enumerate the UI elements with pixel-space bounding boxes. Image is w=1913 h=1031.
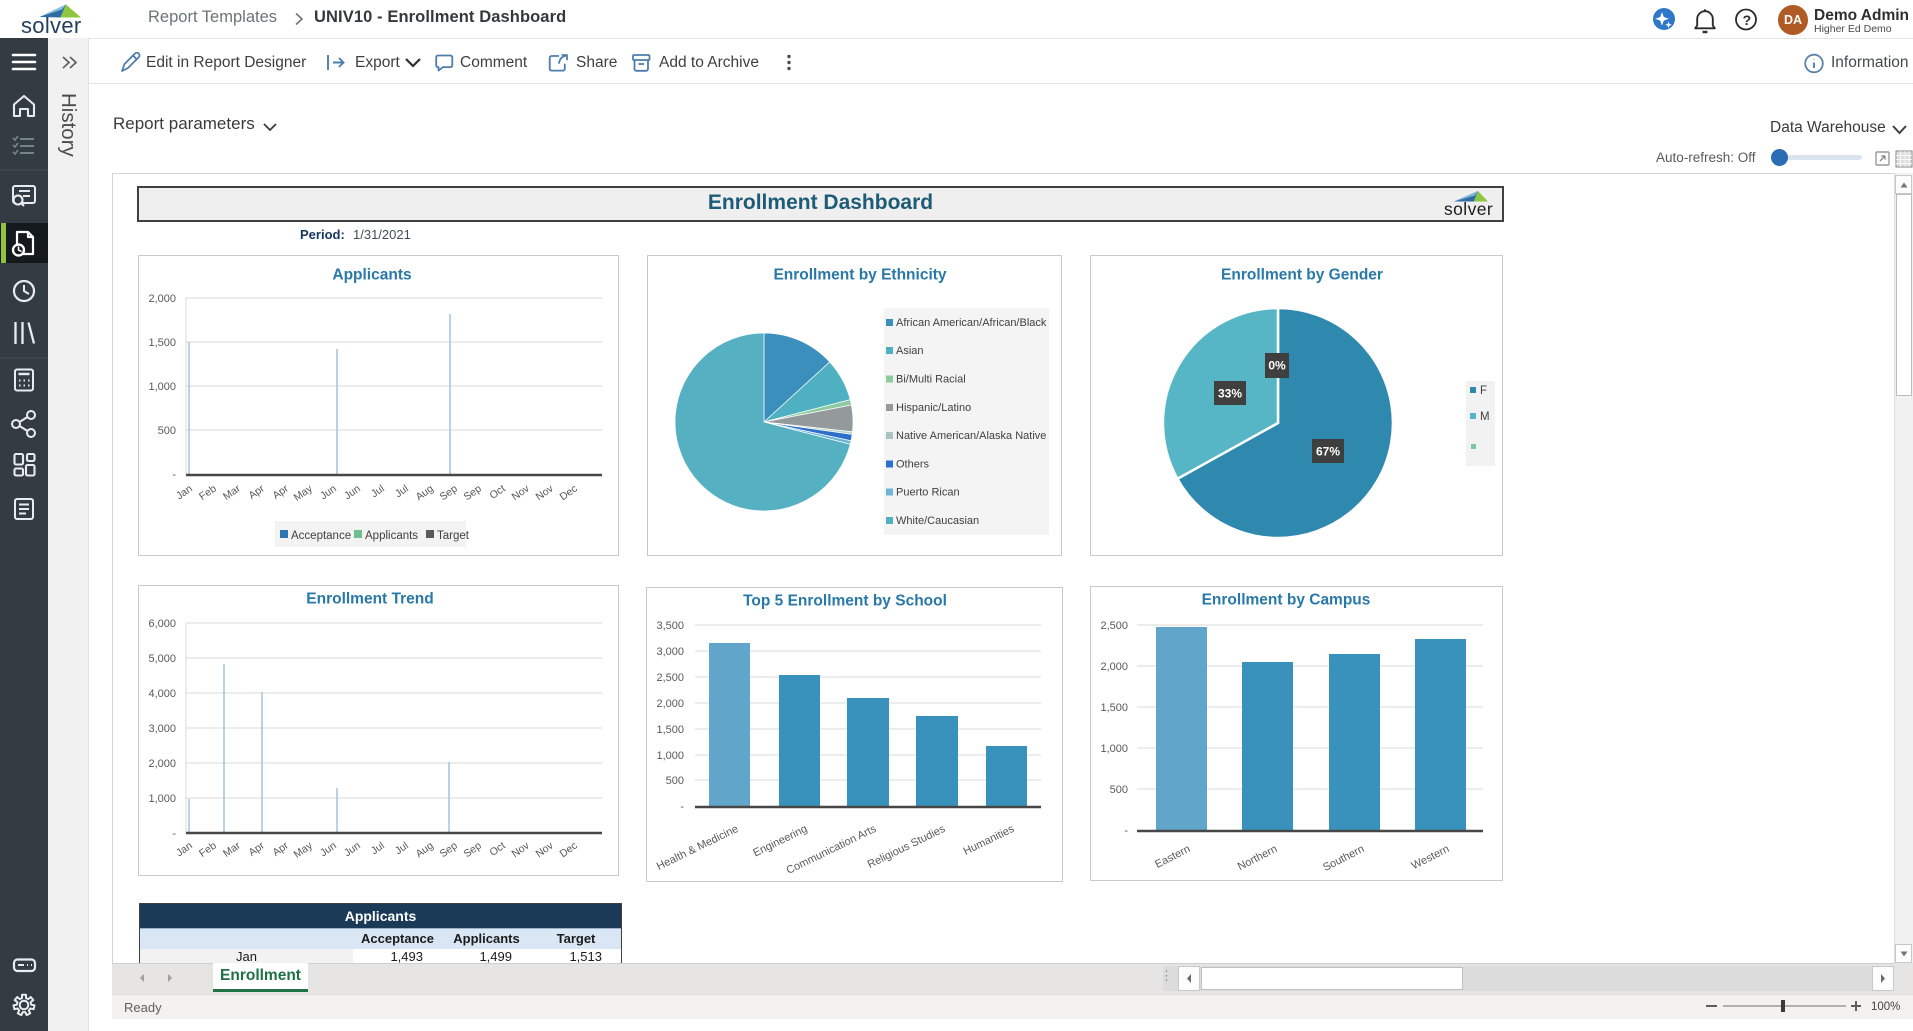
svg-text:Jun: Jun bbox=[342, 483, 363, 503]
svg-text:Enrollment Trend: Enrollment Trend bbox=[306, 591, 433, 608]
svg-text:Jan: Jan bbox=[174, 840, 195, 860]
svg-text:Apr: Apr bbox=[246, 839, 267, 858]
svg-text:2,500: 2,500 bbox=[1100, 620, 1128, 632]
svg-text:Jan: Jan bbox=[174, 483, 195, 503]
svg-text:1,000: 1,000 bbox=[148, 793, 176, 805]
svg-text:Hispanic/Latino: Hispanic/Latino bbox=[896, 402, 971, 414]
svg-text:Health & Medicine: Health & Medicine bbox=[655, 823, 741, 873]
svg-text:2,000: 2,000 bbox=[148, 758, 176, 770]
svg-text:May: May bbox=[292, 482, 316, 504]
svg-text:-: - bbox=[172, 828, 176, 840]
svg-text:Puerto Rican: Puerto Rican bbox=[896, 487, 960, 499]
svg-text:Asian: Asian bbox=[896, 345, 924, 357]
svg-text:33%: 33% bbox=[1218, 387, 1242, 401]
svg-text:May: May bbox=[292, 839, 316, 861]
svg-text:3,500: 3,500 bbox=[656, 620, 684, 632]
svg-text:-: - bbox=[680, 801, 684, 813]
svg-text:Mar: Mar bbox=[221, 839, 243, 859]
svg-text:Feb: Feb bbox=[197, 483, 219, 503]
svg-text:Enrollment by Campus: Enrollment by Campus bbox=[1202, 592, 1371, 609]
svg-text:500: 500 bbox=[158, 425, 176, 437]
svg-text:Others: Others bbox=[896, 459, 930, 471]
svg-text:Apr: Apr bbox=[270, 482, 291, 501]
svg-text:1,000: 1,000 bbox=[1100, 743, 1128, 755]
svg-text:0%: 0% bbox=[1268, 359, 1286, 373]
svg-text:Jul: Jul bbox=[369, 483, 387, 501]
svg-text:solver: solver bbox=[21, 13, 82, 36]
svg-text:F: F bbox=[1480, 385, 1487, 397]
svg-text:Religious Studies: Religious Studies bbox=[866, 823, 948, 871]
svg-text:500: 500 bbox=[666, 775, 684, 787]
svg-text:solver: solver bbox=[1444, 199, 1493, 218]
svg-text:Apr: Apr bbox=[246, 482, 267, 501]
svg-text:Jun: Jun bbox=[318, 483, 339, 503]
svg-text:Enrollment by Gender: Enrollment by Gender bbox=[1221, 267, 1383, 284]
svg-text:Sep: Sep bbox=[438, 840, 460, 861]
svg-text:?: ? bbox=[1743, 12, 1752, 28]
svg-text:Acceptance: Acceptance bbox=[291, 530, 351, 542]
svg-text:Native American/Alaska Native: Native American/Alaska Native bbox=[896, 430, 1046, 442]
svg-text:2,000: 2,000 bbox=[1100, 661, 1128, 673]
svg-text:African American/African/Black: African American/African/Black bbox=[896, 317, 1047, 329]
svg-text:Dec: Dec bbox=[558, 483, 580, 504]
svg-text:-: - bbox=[1124, 825, 1128, 837]
svg-text:Feb: Feb bbox=[197, 840, 219, 860]
svg-text:Jul: Jul bbox=[369, 840, 387, 858]
svg-text:Nov: Nov bbox=[510, 839, 533, 860]
svg-text:Nov: Nov bbox=[510, 482, 533, 503]
svg-text:Sep: Sep bbox=[462, 840, 484, 861]
svg-text:Apr: Apr bbox=[270, 839, 291, 858]
svg-text:Engineering: Engineering bbox=[751, 823, 809, 860]
svg-text:1,500: 1,500 bbox=[148, 337, 176, 349]
svg-text:2,000: 2,000 bbox=[148, 293, 176, 305]
svg-text:6,000: 6,000 bbox=[148, 618, 176, 630]
svg-text:Target: Target bbox=[437, 530, 470, 542]
svg-text:1,000: 1,000 bbox=[148, 381, 176, 393]
svg-text:Enrollment by Ethnicity: Enrollment by Ethnicity bbox=[773, 267, 946, 284]
svg-text:2,500: 2,500 bbox=[656, 672, 684, 684]
svg-text:M: M bbox=[1480, 411, 1490, 423]
svg-text:Nov: Nov bbox=[534, 482, 557, 503]
svg-text:67%: 67% bbox=[1316, 445, 1340, 459]
svg-text:3,000: 3,000 bbox=[656, 646, 684, 658]
svg-text:Applicants: Applicants bbox=[332, 267, 411, 284]
svg-text:Oct: Oct bbox=[487, 483, 507, 502]
svg-text:1,500: 1,500 bbox=[656, 724, 684, 736]
svg-text:Northern: Northern bbox=[1236, 843, 1280, 873]
svg-text:500: 500 bbox=[1110, 784, 1128, 796]
svg-text:Mar: Mar bbox=[221, 482, 243, 502]
svg-text:Aug: Aug bbox=[414, 840, 436, 861]
svg-text:Top 5 Enrollment by School: Top 5 Enrollment by School bbox=[743, 593, 947, 610]
svg-text:Jul: Jul bbox=[393, 840, 411, 858]
svg-text:Jun: Jun bbox=[318, 840, 339, 860]
svg-text:Eastern: Eastern bbox=[1153, 843, 1192, 871]
svg-text:3,000: 3,000 bbox=[148, 723, 176, 735]
svg-text:Bi/Multi Racial: Bi/Multi Racial bbox=[896, 374, 966, 386]
svg-text:Jul: Jul bbox=[393, 483, 411, 501]
svg-text:5,000: 5,000 bbox=[148, 653, 176, 665]
svg-text:Aug: Aug bbox=[414, 483, 436, 504]
svg-text:2,000: 2,000 bbox=[656, 698, 684, 710]
svg-text:1,500: 1,500 bbox=[1100, 702, 1128, 714]
svg-text:Humanities: Humanities bbox=[962, 823, 1017, 858]
svg-text:Jun: Jun bbox=[342, 840, 363, 860]
svg-text:Oct: Oct bbox=[487, 840, 507, 859]
svg-text:4,000: 4,000 bbox=[148, 688, 176, 700]
svg-text:White/Caucasian: White/Caucasian bbox=[896, 515, 979, 527]
svg-text:Southern: Southern bbox=[1321, 843, 1366, 874]
svg-text:Dec: Dec bbox=[558, 840, 580, 861]
svg-text:Sep: Sep bbox=[462, 483, 484, 504]
svg-text:Applicants: Applicants bbox=[365, 530, 418, 542]
svg-text:Sep: Sep bbox=[438, 483, 460, 504]
svg-text:-: - bbox=[172, 469, 176, 481]
svg-text:Nov: Nov bbox=[534, 839, 557, 860]
svg-text:1,000: 1,000 bbox=[656, 750, 684, 762]
svg-text:Western: Western bbox=[1410, 843, 1452, 872]
